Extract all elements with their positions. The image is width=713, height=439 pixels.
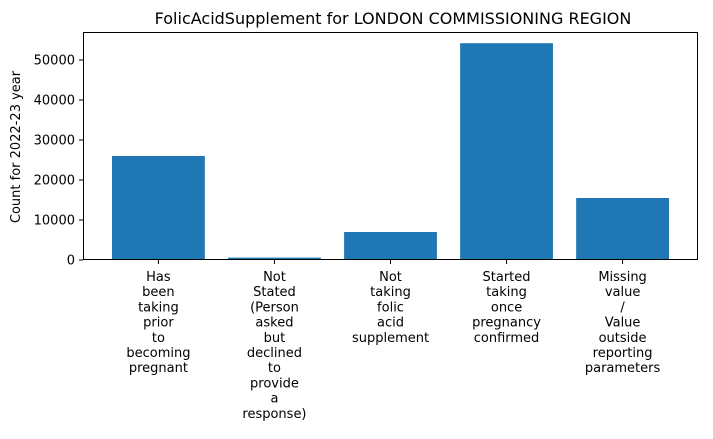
x-tick-label-line: provide: [250, 376, 299, 391]
y-tick-label-0: 0: [67, 254, 75, 269]
y-tick-label-3: 30000: [34, 134, 75, 149]
x-tick-label-line: pregnancy: [472, 316, 541, 331]
x-tick-label-line: parameters: [585, 361, 661, 376]
x-tick-label-line: response): [242, 407, 306, 422]
chart-title: FolicAcidSupplement for LONDON COMMISSIO…: [155, 9, 632, 28]
x-tick-label-line: confirmed: [474, 331, 540, 346]
x-tick-label-line: to: [152, 331, 165, 346]
x-tick-label-line: supplement: [352, 331, 429, 346]
x-tick-label-3: Started taking once pregnancy confirmed: [472, 270, 541, 346]
x-tick-label-line: taking: [486, 285, 527, 300]
x-tick-label-line: prior: [143, 316, 174, 331]
x-tick-label-2: Not taking folic acid supplement: [352, 270, 429, 346]
x-tick-label-line: outside: [599, 331, 647, 346]
x-tick-label-line: taking: [370, 285, 411, 300]
x-tick-label-line: (Person: [250, 300, 299, 315]
x-tick-label-line: folic: [377, 300, 404, 315]
x-tick-label-line: Missing: [598, 270, 646, 285]
x-tick-label-line: reporting: [593, 346, 653, 361]
x-tick-label-line: asked: [255, 316, 293, 331]
x-tick-label-line: a: [270, 392, 278, 407]
x-tick-label-line: Not: [263, 270, 286, 285]
x-tick-label-line: but: [264, 331, 286, 346]
x-tick-label-line: Value: [605, 316, 641, 331]
bar-4: [576, 198, 669, 260]
y-tick-label-4: 40000: [34, 94, 75, 109]
y-tick-label-2: 20000: [34, 174, 75, 189]
x-tick-label-line: taking: [138, 300, 179, 315]
x-tick-label-line: Has: [146, 270, 171, 285]
x-tick-label-line: Not: [379, 270, 402, 285]
x-tick-label-1: Not Stated (Person asked but declined to provid…: [242, 270, 306, 422]
y-tick-label-5: 50000: [34, 54, 75, 69]
x-tick-label-4: Missing value / Value outside reporting parame…: [585, 270, 661, 376]
x-tick-label-line: Started: [483, 270, 531, 285]
bar-3: [460, 43, 553, 261]
x-tick-label-line: been: [142, 285, 175, 300]
bar-2: [344, 232, 437, 260]
y-axis-label: Count for 2022-23 year: [9, 70, 24, 223]
x-tick-label-line: becoming: [126, 346, 190, 361]
x-tick-label-line: to: [268, 361, 281, 376]
x-tick-label-line: pregnant: [129, 361, 188, 376]
plot-frame: [83, 32, 698, 260]
x-tick-label-line: acid: [377, 316, 404, 331]
bar-0: [112, 156, 205, 260]
x-tick-label-0: Has been taking prior to becoming pregnant: [126, 270, 190, 376]
bars-group: [112, 43, 669, 261]
x-tick-label-line: once: [491, 300, 522, 315]
y-tick-label-1: 10000: [34, 214, 75, 229]
x-tick-label-line: declined: [247, 346, 302, 361]
bar-1: [228, 257, 321, 260]
y-axis: 0 10000 20000 30000 40000 50000: [34, 54, 83, 269]
x-tick-label-line: Stated: [253, 285, 296, 300]
x-tick-label-line: value: [605, 285, 641, 300]
x-tick-label-line: /: [620, 300, 625, 315]
